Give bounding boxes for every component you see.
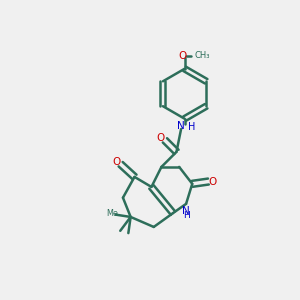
Text: H: H bbox=[188, 122, 196, 132]
Text: O: O bbox=[179, 51, 187, 61]
Text: N: N bbox=[182, 206, 190, 216]
Text: CH₃: CH₃ bbox=[195, 51, 210, 60]
Text: O: O bbox=[112, 157, 121, 167]
Text: O: O bbox=[157, 133, 165, 143]
Text: O: O bbox=[208, 176, 217, 187]
Text: N: N bbox=[176, 121, 184, 130]
Text: H: H bbox=[183, 212, 190, 220]
Text: Me: Me bbox=[106, 209, 118, 218]
